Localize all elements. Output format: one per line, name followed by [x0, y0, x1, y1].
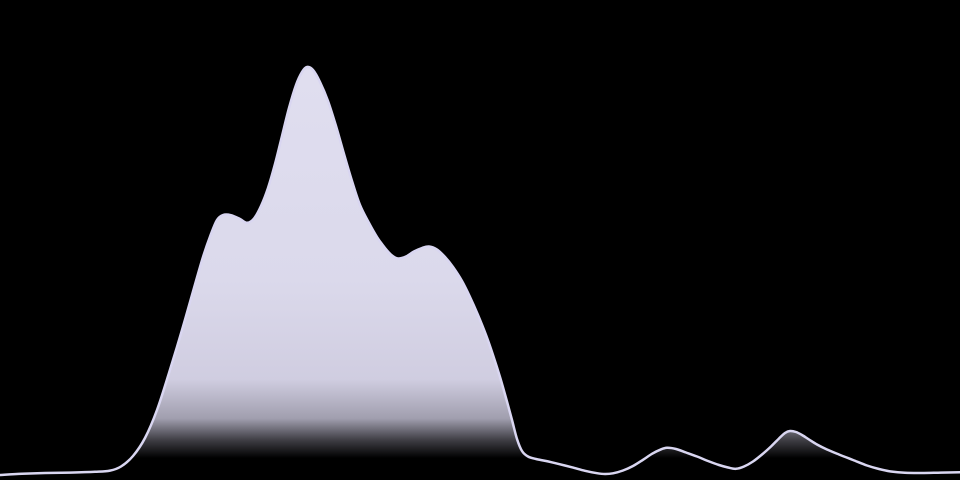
- area-line: [0, 65, 960, 477]
- area-fill: [0, 66, 960, 480]
